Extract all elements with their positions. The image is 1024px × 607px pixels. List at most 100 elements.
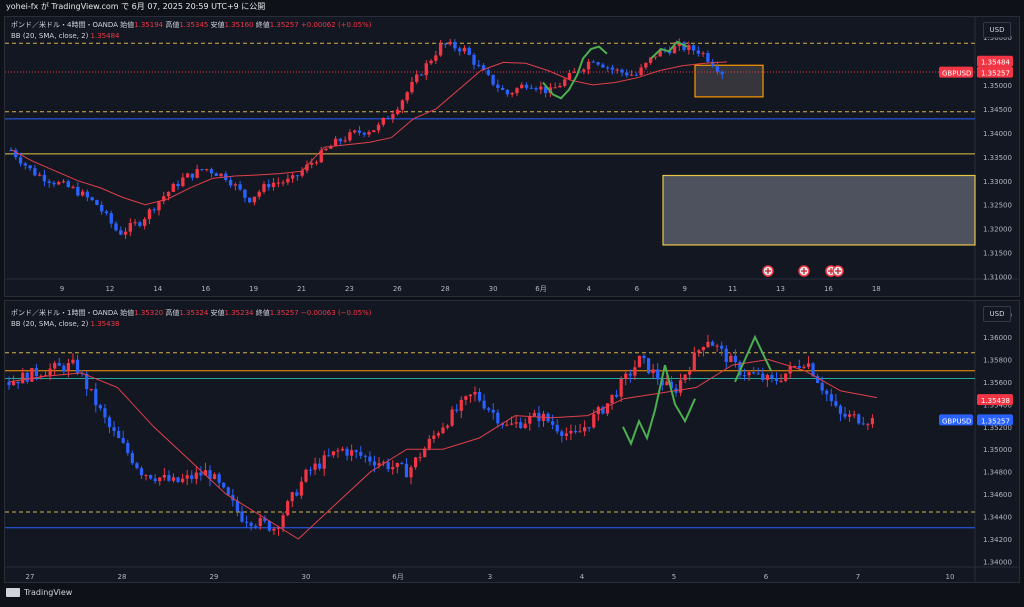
candle-body	[329, 146, 333, 149]
candle-body	[829, 394, 833, 402]
candle-body	[142, 219, 147, 226]
candle-body	[825, 390, 829, 395]
candle-body	[103, 408, 107, 418]
chart-panel-1h[interactable]: 1.362001.360001.358001.356001.354001.352…	[4, 300, 1020, 583]
candle-body	[25, 372, 29, 382]
candle-body	[200, 169, 204, 171]
last-price-label: 1.35257	[981, 70, 1010, 78]
candle-body	[152, 209, 156, 211]
ticker-label: GBPUSD	[942, 70, 971, 78]
candle-body	[441, 427, 445, 434]
candle-body	[112, 427, 116, 432]
candle-body	[181, 177, 185, 187]
candle-body	[639, 67, 643, 76]
candle-body	[615, 394, 619, 397]
candle-body	[459, 399, 463, 411]
candle-body	[491, 74, 495, 85]
open-value: 1.35194	[134, 21, 164, 29]
candle-body	[519, 422, 523, 429]
candle-body	[477, 64, 481, 66]
candle-body	[415, 74, 419, 82]
chart-1h-canvas[interactable]: 1.362001.360001.358001.356001.354001.352…	[5, 301, 1019, 582]
candle-body	[477, 391, 482, 401]
candle-body	[582, 69, 586, 72]
x-tick-label: 4	[587, 285, 592, 293]
candle-body	[71, 186, 75, 188]
candle-body	[496, 84, 500, 88]
candle-body	[672, 46, 677, 54]
indicator-value: 1.35438	[90, 320, 120, 328]
x-tick-label: 5	[672, 573, 676, 581]
close-value: 1.35257	[269, 309, 299, 317]
candle-body	[770, 375, 774, 379]
candle-body	[299, 481, 303, 496]
candle-body	[76, 186, 80, 196]
candle-body	[486, 70, 491, 75]
candle-body	[158, 477, 162, 482]
candle-body	[18, 157, 23, 164]
candle-body	[432, 435, 436, 439]
candle-body	[343, 140, 347, 142]
orange-zone-rect	[694, 64, 764, 98]
y-tick-label: 1.34500	[983, 106, 1012, 114]
low-label: 安値	[210, 309, 225, 317]
candle-body	[114, 223, 118, 231]
candle-body	[774, 378, 779, 382]
candle-body	[637, 355, 642, 368]
candle-body	[591, 61, 596, 63]
x-tick-label: 28	[118, 573, 127, 581]
currency-button[interactable]: USD	[983, 306, 1011, 322]
candle-body	[413, 457, 418, 468]
candle-body	[208, 470, 212, 480]
candle-body	[37, 174, 42, 176]
candle-body	[185, 475, 189, 479]
candle-body	[619, 378, 623, 397]
candle-body	[445, 425, 450, 428]
candle-body	[98, 405, 102, 409]
candle-body	[21, 372, 25, 384]
candle-body	[491, 409, 495, 413]
candle-body	[271, 182, 276, 188]
candle-body	[742, 375, 747, 377]
candle-body	[353, 130, 357, 133]
candle-body	[455, 409, 459, 411]
bb-price-label: 1.35438	[981, 397, 1010, 405]
currency-button[interactable]: USD	[983, 22, 1011, 38]
candle-body	[42, 174, 47, 182]
indicator-legend-4h[interactable]: BB (20, SMA, close, 2) 1.35484	[11, 32, 120, 40]
candle-body	[628, 373, 632, 376]
candle-body	[171, 183, 175, 192]
candle-body	[185, 173, 190, 178]
candle-body	[48, 368, 52, 376]
change-value: +0.00062 (+0.05%)	[300, 21, 372, 29]
candle-body	[448, 41, 452, 45]
candle-body	[340, 448, 345, 451]
candle-body	[520, 84, 524, 89]
indicator-label: BB (20, SMA, close, 2)	[11, 32, 89, 40]
last-price-tag	[977, 66, 1013, 78]
candle-body	[528, 416, 532, 424]
bb-price-label: 1.35484	[981, 59, 1010, 67]
candle-body	[121, 438, 125, 443]
candle-body	[629, 74, 634, 76]
candle-body	[802, 366, 806, 368]
indicator-legend-1h[interactable]: BB (20, SMA, close, 2) 1.35438	[11, 320, 120, 328]
tradingview-logo-icon	[6, 588, 20, 597]
candle-body	[217, 474, 221, 483]
chart-panel-4h[interactable]: 1.360001.355001.350001.345001.340001.335…	[4, 16, 1020, 297]
candle-body	[209, 169, 214, 174]
candle-body	[678, 380, 683, 393]
candle-body	[9, 150, 13, 152]
candle-body	[453, 41, 457, 49]
candle-body	[543, 86, 548, 94]
footer-brand[interactable]: TradingView	[6, 588, 72, 597]
candle-body	[706, 52, 710, 62]
candle-body	[190, 173, 195, 178]
candle-body	[434, 55, 438, 61]
candle-body	[300, 170, 304, 176]
candle-body	[14, 150, 18, 158]
candle-body	[128, 222, 133, 232]
green-wave-line	[542, 45, 608, 100]
candle-body	[304, 469, 308, 482]
chart-4h-canvas[interactable]: 1.360001.355001.350001.345001.340001.335…	[5, 17, 1019, 296]
